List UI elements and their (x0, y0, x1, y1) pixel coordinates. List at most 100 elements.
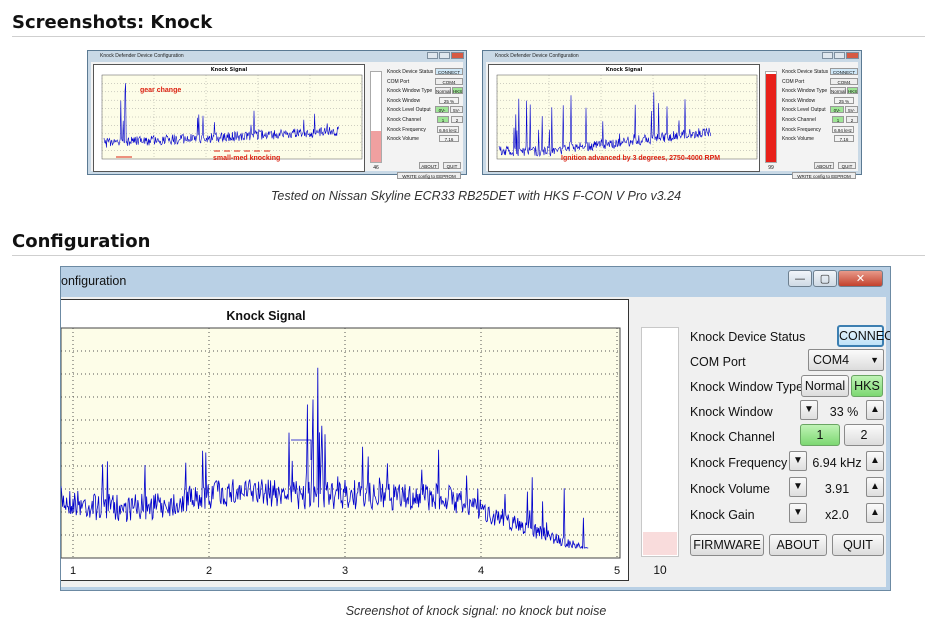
configuration-heading: Configuration (12, 231, 151, 252)
label-knock-window: Knock Window (690, 405, 773, 419)
x-tick-label: 2 (206, 565, 212, 577)
window-title: onfiguration (61, 274, 127, 288)
channel-1-button[interactable]: 1 (800, 424, 840, 446)
knock-signal-plot: 1 2 3 4 5 Knock Signal (61, 299, 629, 581)
thumb-window-value: 25 % (439, 96, 459, 104)
gain-decrease-button[interactable]: ▼ (789, 503, 807, 523)
close-icon[interactable]: ✕ (838, 270, 883, 287)
knock-gain-value: x2.0 (825, 508, 849, 522)
knock-level-value: 10 (653, 563, 667, 577)
window-decrease-button[interactable]: ▼ (800, 400, 818, 420)
thumb-frequency-value: 6.94 kHz (437, 125, 459, 133)
channel-2-button[interactable]: 2 (844, 424, 884, 446)
knock-signal-svg: 1 2 3 4 5 (61, 327, 621, 577)
thumbnail-1[interactable]: Knock Defender Device Configuration Knoc… (87, 50, 467, 179)
com-port-select[interactable]: COM4 ▼ (808, 349, 884, 371)
thumb-client: Knock Signal Ignition advanced by 3 degr… (486, 62, 858, 179)
thumb-minimize-icon (427, 52, 438, 59)
thumb-quit-button: QUIT (443, 162, 461, 169)
thumb-normal-button: Normal (435, 87, 451, 95)
thumb-maximize-icon (834, 52, 845, 59)
thumb-label: Knock Window Type (782, 88, 828, 95)
config-panel: Knock Device Status CONNECT COM Port COM… (690, 297, 890, 587)
gain-increase-button[interactable]: ▲ (866, 503, 884, 523)
thumb-signal-trace (498, 92, 712, 157)
volume-decrease-button[interactable]: ▼ (789, 477, 807, 497)
thumb-label: Knock Window (782, 97, 816, 104)
thumb-signal-trace (103, 83, 339, 148)
thumb-gauge-value: 99 (768, 165, 774, 171)
heading-divider (12, 36, 925, 37)
thumb-about-button: ABOUT (419, 162, 439, 169)
thumb-volume-value: 7.16 (439, 135, 459, 143)
thumb-label: Knock Volume (782, 136, 814, 143)
thumb-label: Knock Window (387, 97, 421, 104)
thumb-client: Knock Signal gear change small-med knock… (91, 62, 463, 179)
thumb-close-icon (451, 52, 464, 59)
thumb-label: Knock Device Status (387, 69, 434, 75)
knock-frequency-value: 6.94 kHz (812, 456, 862, 470)
thumb-level-button: 5V-0V (450, 106, 463, 120)
x-tick-label: 1 (70, 565, 76, 577)
thumb-window-value: 25 % (834, 96, 854, 104)
plot-area (61, 327, 621, 559)
thumb-plot-title: Knock Signal (210, 67, 248, 73)
thumb-channel-button: 1 (437, 116, 449, 123)
thumbnail-2[interactable]: Knock Defender Device Configuration Knoc… (482, 50, 862, 179)
knock-signal-trace (61, 367, 589, 550)
x-tick-label: 5 (614, 565, 620, 577)
quit-button[interactable]: QUIT (832, 534, 884, 556)
frequency-increase-button[interactable]: ▲ (866, 451, 884, 471)
thumb-label: Knock Frequency (782, 126, 821, 133)
thumb-quit-button: QUIT (838, 162, 856, 169)
thumb-level-button: 5V-0V (845, 106, 858, 120)
annotation-knocking: small-med knocking (213, 155, 281, 162)
annotation-gear-change: gear change (140, 87, 182, 94)
thumb-label: Knock Frequency (387, 126, 426, 133)
thumb-title: Knock Defender Device Configuration (495, 53, 579, 59)
thumb-write-button: WRITE config to EEPROM (792, 172, 856, 179)
thumb-com-select: COM4 (830, 77, 858, 85)
thumb-channel-button: 2 (846, 116, 858, 123)
thumb-label: COM Port (782, 78, 805, 85)
knock-level-gauge (641, 327, 679, 557)
frequency-decrease-button[interactable]: ▼ (789, 451, 807, 471)
thumb-close-icon (846, 52, 859, 59)
about-button[interactable]: ABOUT (769, 534, 827, 556)
thumb-frequency-value: 6.94 kHz (832, 125, 854, 133)
thumb-plot-title: Knock Signal (605, 67, 643, 73)
volume-increase-button[interactable]: ▲ (866, 477, 884, 497)
thumb-label: Knock Level Output (782, 107, 826, 114)
window-increase-button[interactable]: ▲ (866, 400, 884, 420)
thumb-plot: Knock Signal Ignition advanced by 3 degr… (488, 64, 760, 172)
maximize-icon[interactable]: ▢ (813, 270, 837, 287)
thumb-hks-button: HKS (452, 87, 463, 95)
window-type-hks-button[interactable]: HKS (851, 375, 883, 397)
thumb-label: Knock Volume (387, 136, 419, 143)
label-knock-channel: Knock Channel (690, 430, 775, 444)
screenshots-caption: Tested on Nissan Skyline ECR33 RB25DET w… (270, 189, 682, 203)
thumb-about-button: ABOUT (814, 162, 834, 169)
minimize-icon[interactable]: — (788, 270, 812, 287)
heading-divider (12, 255, 925, 256)
thumb-write-button: WRITE config to EEPROM (397, 172, 461, 179)
window-type-normal-button[interactable]: Normal (801, 375, 849, 397)
knock-window-value: 33 % (829, 405, 859, 419)
thumb-maximize-icon (439, 52, 450, 59)
thumb-label: Knock Channel (387, 117, 421, 123)
thumb-channel-button: 2 (451, 116, 463, 123)
thumb-label: Knock Window Type (387, 88, 433, 95)
thumb-connect-button: CONNECT (435, 68, 463, 75)
knock-signal-step (291, 439, 312, 460)
plot-title: Knock Signal (226, 309, 306, 323)
x-tick-label: 4 (478, 565, 484, 577)
label-knock-frequency: Knock Frequency (690, 456, 788, 470)
firmware-button[interactable]: FIRMWARE (690, 534, 764, 556)
label-knock-volume: Knock Volume (690, 482, 770, 496)
thumb-minimize-icon (822, 52, 833, 59)
thumb-label: Knock Channel (782, 117, 816, 123)
label-window-type: Knock Window Type (690, 380, 804, 394)
connect-button[interactable]: CONNECT (837, 325, 890, 347)
